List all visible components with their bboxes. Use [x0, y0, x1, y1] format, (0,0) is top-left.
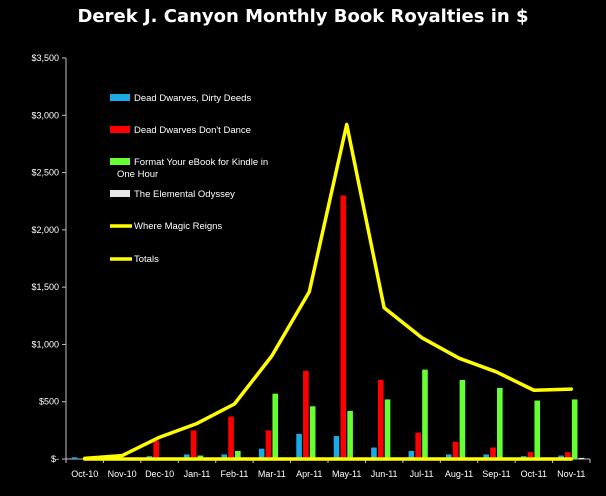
chart-legend: Dead Dwarves, Dirty Deeds Dead Dwarves Do…: [110, 93, 268, 265]
bar: [235, 450, 241, 459]
bar: [265, 430, 272, 459]
legend-swatch: [110, 126, 130, 133]
bar: [384, 399, 391, 459]
x-tick-label: May-11: [332, 469, 361, 479]
x-tick-label: Aug-11: [445, 469, 473, 479]
bar: [408, 450, 415, 459]
bar: [377, 379, 384, 459]
bar: [303, 370, 309, 459]
x-tick-label: Oct-10: [71, 469, 98, 479]
legend-label: Format Your eBook for Kindle in: [134, 157, 268, 168]
legend-label: The Elemental Odyssey: [134, 189, 235, 200]
bar: [296, 433, 302, 459]
bar: [272, 393, 279, 459]
chart-title: Derek J. Canyon Monthly Book Royalties i…: [77, 6, 529, 27]
bar: [422, 369, 428, 459]
chart-axes: $- $500 $1,000 $1,500 $2,000 $2,500 $3,000 $3,5…: [31, 53, 591, 479]
bar: [347, 410, 353, 459]
bar: [446, 454, 452, 459]
x-tick-label: Apr-11: [296, 469, 322, 479]
x-tick-label: Jun-11: [371, 469, 398, 479]
bar: [534, 400, 541, 459]
bar: [228, 416, 234, 459]
y-tick-label: $500: [39, 397, 59, 407]
y-tick-label: $1,000: [31, 339, 59, 349]
bar: [153, 440, 159, 459]
y-tick-label: $2,000: [31, 225, 59, 235]
bar: [565, 452, 571, 459]
legend-swatch: [110, 158, 130, 165]
y-tick-label: $-: [51, 454, 59, 464]
bar: [459, 379, 466, 459]
bar: [71, 457, 78, 459]
bar: [490, 447, 496, 459]
legend-label: Where Magic Reigns: [134, 221, 222, 232]
bar: [190, 430, 197, 459]
x-tick-label: Oct-11: [521, 469, 547, 479]
legend-swatch: [110, 190, 130, 197]
x-tick-label: Dec-10: [145, 469, 174, 479]
x-tick-label: Sep-11: [482, 469, 510, 479]
legend-label: Dead Dwarves, Dirty Deeds: [134, 93, 251, 104]
series-line: [82, 122, 574, 461]
bar: [221, 454, 228, 459]
legend-label: Totals: [134, 254, 159, 265]
legend-label: One Hour: [117, 169, 158, 180]
bar: [527, 452, 534, 459]
bar: [258, 448, 265, 459]
x-tick-label: Jan-11: [184, 469, 211, 479]
y-tick-label: $2,500: [31, 168, 59, 178]
bar: [309, 406, 316, 459]
x-tick-label: Feb-11: [220, 469, 248, 479]
legend-swatch: [110, 94, 130, 101]
x-tick-label: Nov-10: [108, 469, 137, 479]
bar: [371, 447, 377, 459]
chart-bars: [71, 195, 585, 459]
bar: [497, 387, 503, 459]
x-tick-label: Mar-11: [258, 469, 286, 479]
bar: [333, 436, 340, 459]
bar: [184, 454, 190, 459]
bar: [452, 441, 459, 459]
bar: [571, 399, 578, 459]
x-tick-label: Jul-11: [410, 469, 434, 479]
bar: [578, 457, 585, 459]
y-tick-label: $1,500: [31, 282, 59, 292]
y-tick-label: $3,500: [31, 53, 59, 63]
bar: [340, 195, 347, 459]
y-tick-label: $3,000: [31, 110, 59, 120]
x-tick-label: Nov-11: [557, 469, 585, 479]
bar: [483, 454, 490, 459]
legend-label: Dead Dwarves Don't Dance: [134, 125, 251, 136]
bar: [415, 432, 421, 459]
chart-lines: [82, 122, 574, 461]
